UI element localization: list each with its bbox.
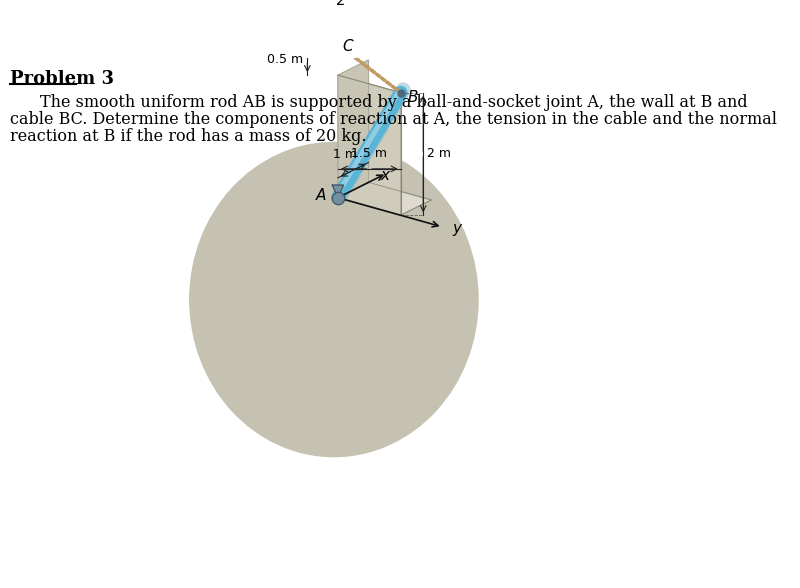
Ellipse shape bbox=[189, 142, 478, 457]
Text: A: A bbox=[316, 188, 326, 203]
Text: Problem 3: Problem 3 bbox=[10, 70, 114, 88]
Text: reaction at B if the rod has a mass of 20 kg.: reaction at B if the rod has a mass of 2… bbox=[10, 128, 366, 145]
Text: The smooth uniform rod AB is supported by a ball-and-socket joint A, the wall at: The smooth uniform rod AB is supported b… bbox=[40, 94, 748, 111]
Text: x: x bbox=[380, 168, 389, 183]
Polygon shape bbox=[338, 182, 431, 215]
Text: 1.5 m: 1.5 m bbox=[351, 147, 387, 160]
Text: z: z bbox=[335, 0, 343, 8]
Text: 0.5 m: 0.5 m bbox=[267, 54, 303, 66]
Text: C: C bbox=[342, 39, 354, 54]
Polygon shape bbox=[338, 75, 401, 215]
Text: cable BC. Determine the components of reaction at A, the tension in the cable an: cable BC. Determine the components of re… bbox=[10, 111, 777, 128]
Polygon shape bbox=[332, 185, 343, 198]
Text: y: y bbox=[453, 221, 462, 236]
Text: B: B bbox=[407, 90, 418, 105]
Text: 1 m: 1 m bbox=[333, 149, 357, 162]
Polygon shape bbox=[338, 60, 369, 198]
Text: 2 m: 2 m bbox=[427, 148, 451, 161]
